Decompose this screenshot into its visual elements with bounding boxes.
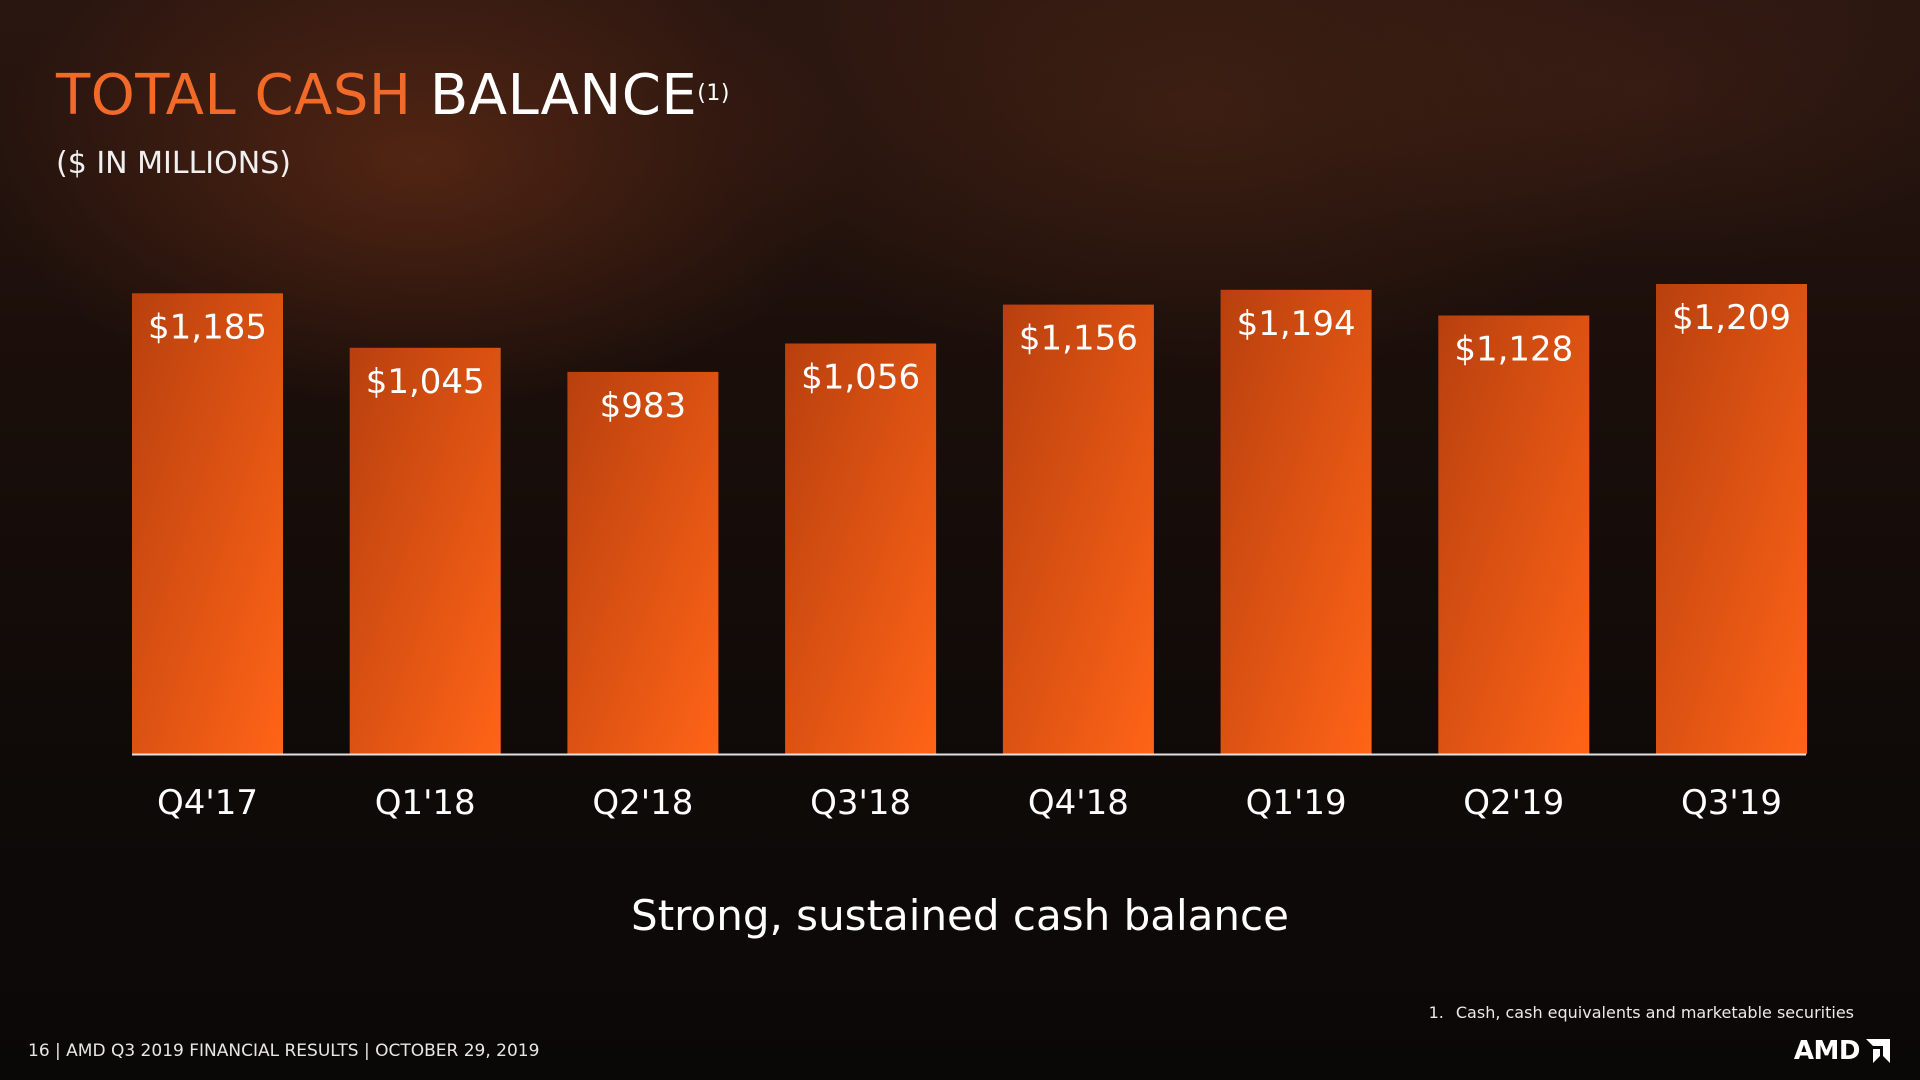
data-label: $1,209: [1672, 298, 1791, 338]
footnote: 1. Cash, cash equivalents and marketable …: [1429, 1003, 1854, 1023]
data-label: $983: [600, 386, 687, 426]
x-tick-label: Q3'19: [1681, 783, 1782, 823]
bars-layer: [132, 284, 1807, 754]
bar-q119: [1220, 289, 1372, 754]
bar-q218: [567, 371, 719, 754]
bar-q417: [132, 293, 283, 754]
data-label: $1,194: [1237, 304, 1356, 344]
title-accent: TOTAL CASH: [56, 63, 412, 128]
bar-q118: [349, 347, 501, 754]
x-tick-labels-layer: Q4'17 Q1'18 Q2'18 Q3'18 Q4'18 Q1'19 Q2'19 Q3'19: [157, 783, 1782, 823]
x-tick-label: Q1'18: [375, 783, 476, 823]
slide-caption: Strong, sustained cash balance: [631, 891, 1289, 940]
title-footnote-ref: (1): [697, 81, 730, 106]
bar-q418: [1002, 304, 1154, 754]
x-tick-label: Q4'18: [1028, 783, 1129, 823]
footnote-text: Cash, cash equivalents and marketable se…: [1455, 1003, 1854, 1022]
amd-logo: AMD: [1794, 1036, 1892, 1066]
slide-footer: 16 | AMD Q3 2019 FINANCIAL RESULTS | OCT…: [28, 1041, 540, 1061]
data-label: $1,185: [148, 307, 267, 347]
x-tick-label: Q2'18: [592, 783, 693, 823]
bar-q219: [1438, 315, 1590, 754]
chart-title: TOTAL CASH BALANCE(1): [56, 62, 730, 130]
title-main: BALANCE: [429, 63, 698, 128]
x-tick-label: Q4'17: [157, 783, 258, 823]
x-tick-label: Q1'19: [1246, 783, 1347, 823]
data-label: $1,045: [366, 362, 485, 402]
amd-arrow-icon: [1866, 1039, 1890, 1063]
bar-q318: [785, 343, 937, 754]
amd-logo-text: AMD: [1793, 1036, 1861, 1066]
x-tick-label: Q2'19: [1463, 783, 1564, 823]
data-label: $1,156: [1019, 319, 1138, 359]
footnote-number: 1.: [1428, 1003, 1444, 1022]
x-tick-label: Q3'18: [810, 783, 911, 823]
data-labels-layer: $1,185 $1,045 $983 $1,056 $1,156 $1,194 $1,128…: [148, 298, 1791, 426]
chart-subtitle: ($ IN MILLIONS): [56, 146, 291, 181]
data-label: $1,056: [801, 358, 920, 398]
bar-q319: [1656, 284, 1807, 754]
data-label: $1,128: [1454, 330, 1573, 370]
